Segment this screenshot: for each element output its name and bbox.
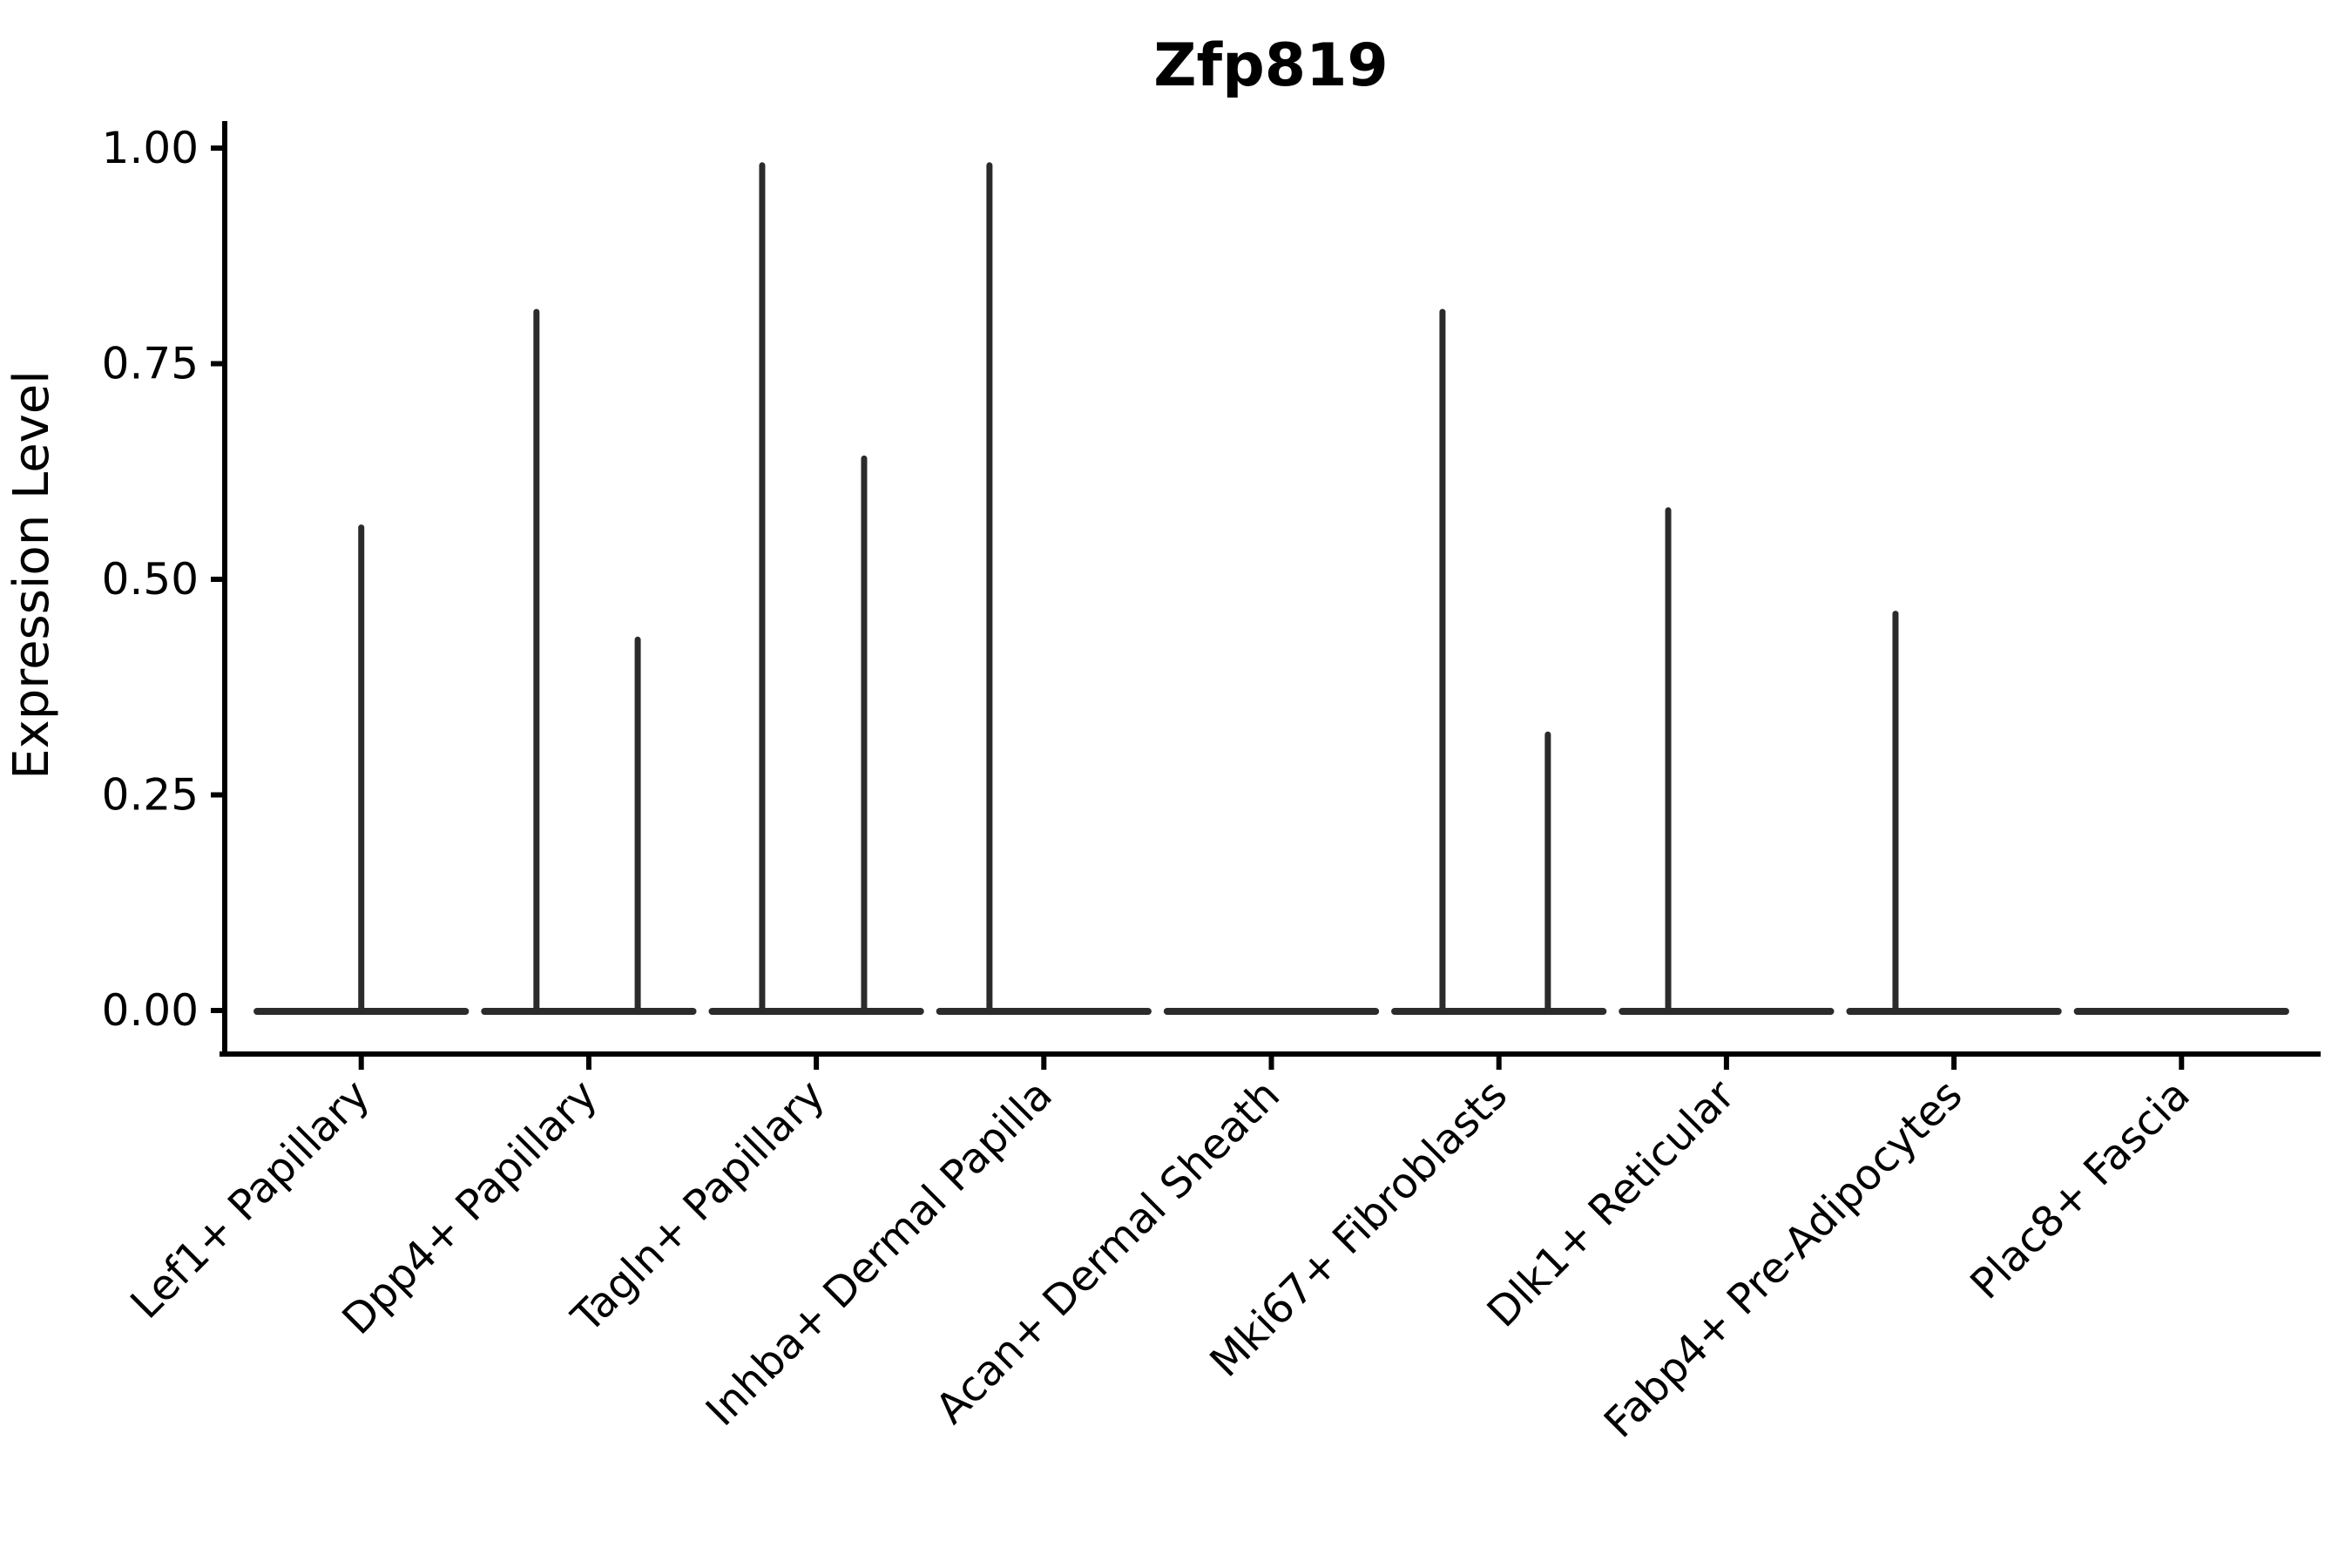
x-tick-label: Dpp4+ Papillary (333, 1071, 606, 1344)
y-axis-label: Expression Level (3, 370, 60, 780)
x-tick-label: Lef1+ Papillary (121, 1071, 379, 1328)
violin-1 (253, 524, 470, 1015)
violin-2 (481, 308, 697, 1015)
violin-3 (708, 162, 924, 1015)
violin-7 (1619, 507, 1835, 1015)
violin-4 (936, 162, 1152, 1015)
violin-6 (1391, 308, 1607, 1015)
y-tick-label: 1.00 (102, 123, 199, 173)
x-tick-label: Dlk1+ Reticular (1478, 1071, 1745, 1337)
violin-8 (1846, 611, 2062, 1015)
y-tick-label: 0.75 (102, 339, 199, 389)
x-tick-label: Plac8+ Fascia (1961, 1071, 2200, 1309)
y-tick-label: 0.50 (102, 554, 199, 605)
chart-title: Zfp819 (1153, 31, 1389, 100)
y-tick-label: 0.00 (102, 985, 199, 1036)
x-tick-label: Fabp4+ Pre-Adipocytes (1595, 1071, 1972, 1448)
y-axis-ticks: 0.00 0.25 0.50 0.75 1.00 (102, 123, 225, 1036)
violins (253, 162, 2289, 1015)
x-tick-label: Tagln+ Papillary (562, 1071, 834, 1342)
y-tick-label: 0.25 (102, 770, 199, 821)
